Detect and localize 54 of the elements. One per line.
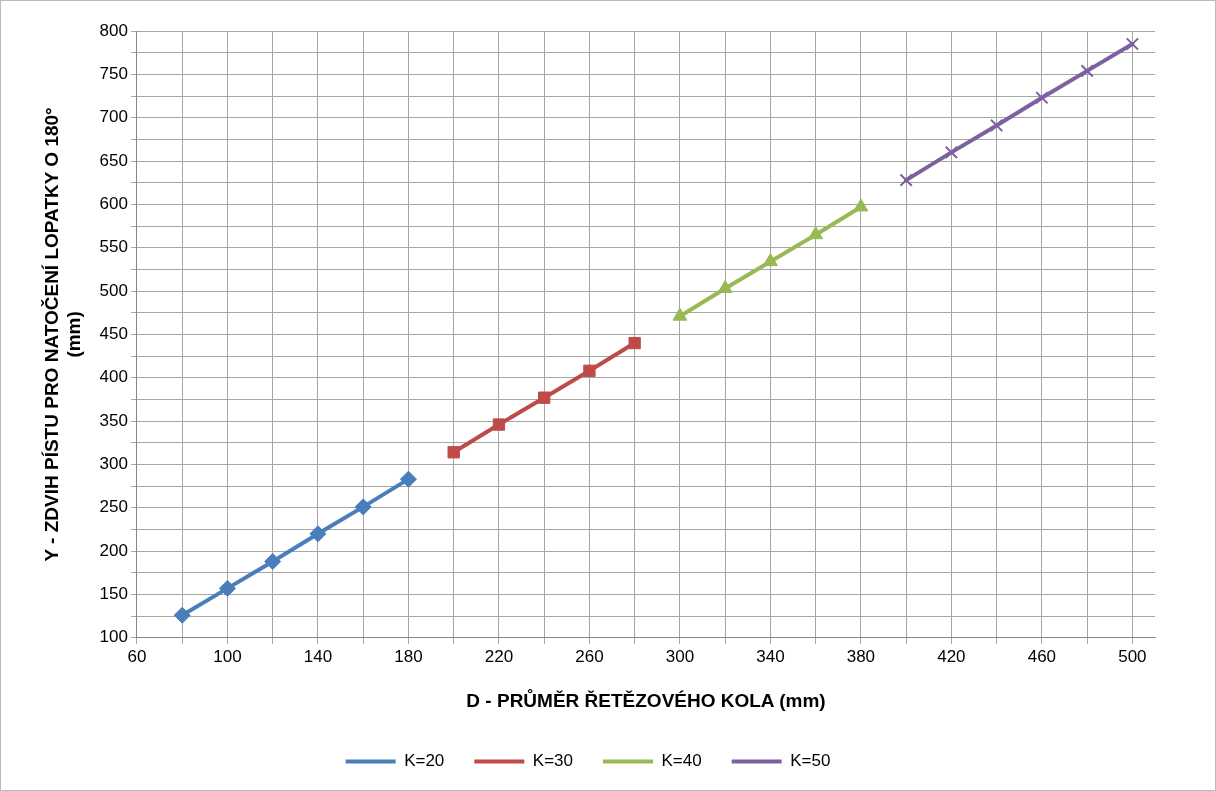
y-tick-label: 450 bbox=[99, 324, 128, 344]
y-tick-label: 250 bbox=[99, 497, 128, 517]
y-tick-label: 300 bbox=[99, 454, 128, 474]
x-tick-label: 300 bbox=[665, 646, 695, 666]
y-tick-label: 350 bbox=[99, 410, 128, 430]
point bbox=[762, 253, 778, 267]
point bbox=[899, 173, 913, 187]
x-tick-label: 340 bbox=[756, 646, 785, 666]
x-tick-label: 380 bbox=[846, 646, 876, 666]
y-tick-label: 600 bbox=[99, 194, 128, 214]
y-tick-label: 100 bbox=[99, 627, 128, 647]
point bbox=[447, 446, 460, 459]
x-tick-label: 100 bbox=[213, 646, 242, 666]
y-tick-label: 650 bbox=[99, 150, 128, 170]
x-tick-label: 260 bbox=[575, 646, 604, 666]
point bbox=[853, 198, 869, 212]
point bbox=[309, 525, 327, 543]
x-tick-label: 420 bbox=[937, 646, 966, 666]
point bbox=[1125, 37, 1140, 51]
legend-label: K=40 bbox=[661, 751, 702, 771]
y-tick-label: 150 bbox=[99, 584, 128, 604]
point bbox=[583, 364, 596, 377]
point bbox=[628, 336, 641, 350]
point bbox=[1035, 91, 1049, 105]
legend-label: K=30 bbox=[532, 751, 574, 771]
point bbox=[1080, 64, 1094, 78]
y-tick-label: 750 bbox=[99, 64, 128, 84]
point bbox=[989, 118, 1004, 133]
y-tick-label: 500 bbox=[99, 280, 128, 300]
point bbox=[354, 498, 372, 516]
x-tick-label: 140 bbox=[303, 646, 333, 666]
point bbox=[538, 391, 551, 404]
point bbox=[672, 307, 688, 321]
y-tick-label: 400 bbox=[99, 367, 128, 387]
x-tick-label: 500 bbox=[1118, 646, 1147, 666]
y-tick-label: 550 bbox=[99, 237, 128, 257]
x-tick-label: 460 bbox=[1027, 646, 1057, 666]
x-tick-label: 220 bbox=[484, 646, 514, 666]
y-axis-title: Y - ZDVIH PÍSTU PRO NATOČENÍ LOPATKY O 180° (mm) bbox=[40, 107, 85, 562]
y-tick-label: 200 bbox=[99, 540, 128, 560]
x-axis-title: D - PRŮMĚR ŘETĚZOVÉHO KOLA (mm) bbox=[466, 688, 826, 711]
point bbox=[492, 418, 506, 431]
x-tick-label: 180 bbox=[394, 646, 423, 666]
legend-label: K=20 bbox=[404, 751, 445, 771]
point bbox=[218, 579, 236, 597]
point bbox=[399, 470, 417, 488]
point bbox=[173, 606, 191, 624]
point bbox=[808, 226, 824, 240]
x-tick-label: 60 bbox=[127, 646, 147, 666]
y-tick-label: 700 bbox=[99, 107, 128, 127]
point bbox=[264, 553, 282, 571]
y-tick-label: 800 bbox=[99, 20, 128, 40]
point bbox=[944, 145, 959, 160]
legend-label: K=50 bbox=[790, 751, 831, 771]
